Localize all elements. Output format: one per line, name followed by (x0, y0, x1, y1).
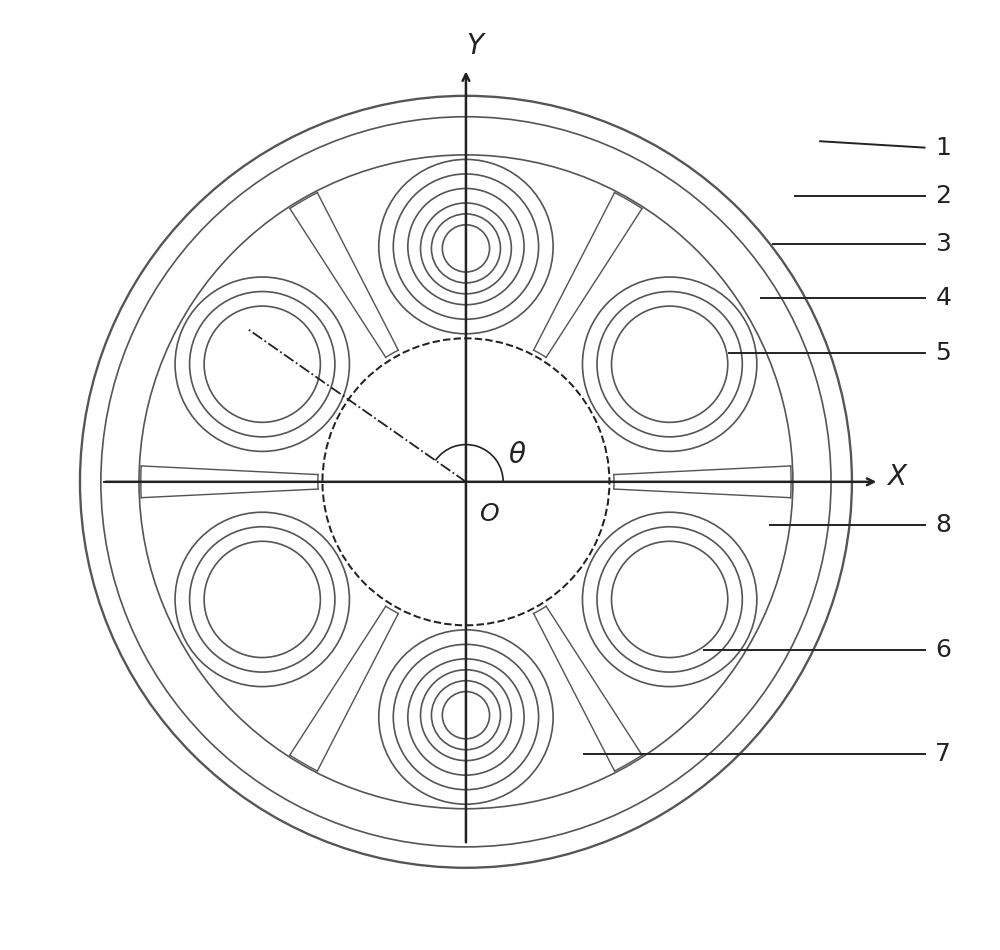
Text: 5: 5 (935, 341, 951, 365)
Text: 4: 4 (935, 286, 951, 311)
Text: $O$: $O$ (479, 502, 499, 525)
Text: 8: 8 (935, 513, 951, 538)
Text: 1: 1 (935, 136, 951, 160)
Text: $X$: $X$ (886, 464, 908, 491)
Text: $Y$: $Y$ (466, 31, 487, 60)
Text: 7: 7 (935, 742, 951, 767)
Text: 2: 2 (935, 183, 951, 208)
Text: 6: 6 (935, 637, 951, 662)
Text: 3: 3 (935, 232, 951, 256)
Text: $\theta$: $\theta$ (508, 441, 526, 468)
